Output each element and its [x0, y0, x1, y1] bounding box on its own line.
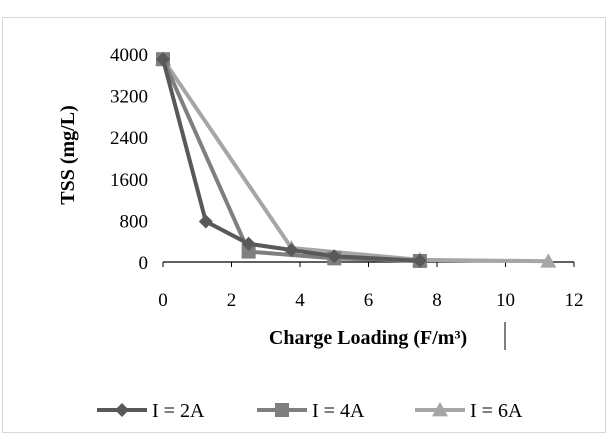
- legend-item: I = 4A: [257, 400, 365, 422]
- data-point-square: [241, 244, 256, 259]
- legend-marker-triangle: [432, 402, 448, 417]
- y-tick-label: 4000: [110, 45, 148, 66]
- x-axis-title: Charge Loading (F/m³): [269, 327, 467, 349]
- x-tick-label: 2: [227, 290, 237, 311]
- x-tick-label: 4: [295, 290, 305, 311]
- x-tick-label: 12: [565, 290, 584, 311]
- x-axis-ticks: 0 2 4 6 8 10 12: [158, 262, 584, 311]
- legend: I = 2A I = 4A I = 6A: [97, 400, 523, 422]
- legend-label: I = 4A: [312, 400, 365, 422]
- series-layer: [155, 51, 557, 268]
- y-axis-title: TSS (mg/L): [57, 105, 79, 204]
- chart-frame: [2, 17, 606, 433]
- y-tick-label: 2400: [110, 128, 148, 149]
- data-point-diamond: [198, 214, 213, 229]
- series-line: [161, 58, 420, 263]
- data-point-diamond: [156, 52, 170, 67]
- data-point-diamond: [284, 243, 299, 258]
- y-tick-label: 800: [120, 211, 149, 232]
- x-tick-label: 10: [496, 290, 515, 311]
- legend-marker-square: [275, 403, 289, 417]
- y-tick-label: 0: [139, 253, 149, 274]
- legend-marker-diamond: [115, 403, 129, 417]
- data-point-triangle: [540, 253, 557, 268]
- x-tick-label: 0: [158, 290, 168, 311]
- data-point-diamond: [412, 253, 427, 268]
- legend-label: I = 6A: [470, 400, 523, 422]
- legend-label: I = 2A: [152, 400, 205, 422]
- series-1: [156, 52, 427, 268]
- y-tick-label: 3200: [110, 87, 148, 108]
- data-point-diamond: [327, 249, 342, 264]
- series-line: [161, 58, 549, 264]
- data-point-diamond: [241, 236, 256, 251]
- y-tick-label: 1600: [110, 170, 148, 191]
- series-2: [156, 52, 427, 268]
- y-axis-ticks: 0 800 1600 2400 3200 4000: [110, 45, 148, 274]
- x-tick-label: 8: [432, 290, 442, 311]
- legend-item: I = 6A: [415, 400, 523, 422]
- legend-item: I = 2A: [97, 400, 205, 422]
- series-line: [161, 58, 420, 263]
- series-3: [155, 51, 557, 268]
- x-tick-label: 6: [364, 290, 374, 311]
